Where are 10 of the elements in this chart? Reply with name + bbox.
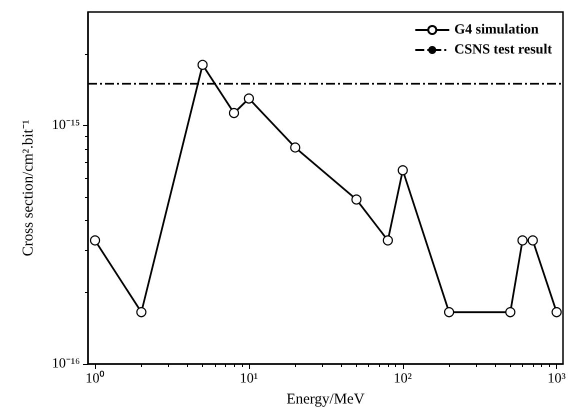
legend-label: CSNS test result xyxy=(454,42,552,58)
legend-label: G4 simulation xyxy=(454,22,539,38)
x-tick-label: 10² xyxy=(394,372,412,386)
y-axis-title: Cross section/cm².bit⁻¹ xyxy=(20,120,36,256)
y-tick-label: 10⁻¹⁶ xyxy=(52,356,80,372)
x-tick-label: 10¹ xyxy=(240,372,258,386)
x-axis-title: Energy/MeV xyxy=(286,392,365,408)
x-tick-label: 10³ xyxy=(548,372,566,386)
y-tick-label: 10⁻¹⁵ xyxy=(52,118,80,134)
x-tick-label: 10⁰ xyxy=(86,370,105,386)
